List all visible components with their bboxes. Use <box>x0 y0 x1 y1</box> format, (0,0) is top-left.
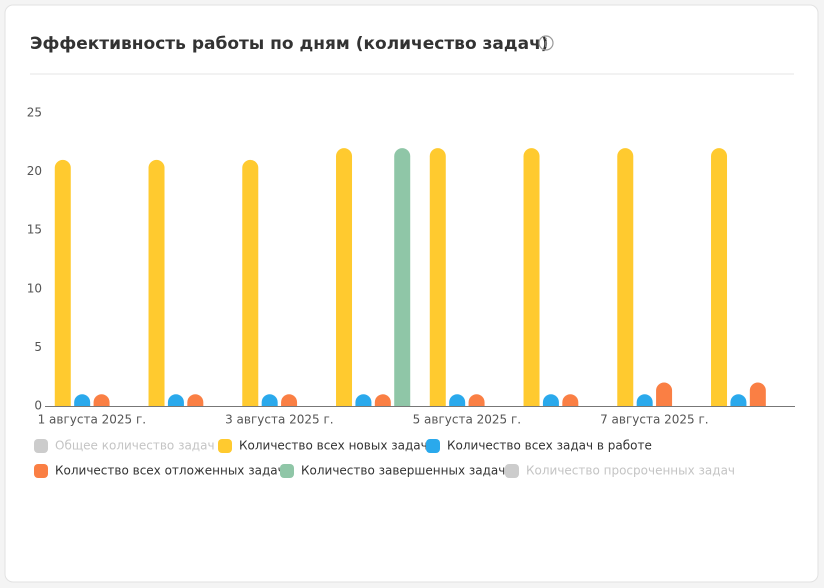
legend-label[interactable]: Количество завершенных задач <box>301 464 505 478</box>
bar <box>449 394 466 406</box>
bar <box>523 148 540 406</box>
bar <box>562 394 579 406</box>
bar <box>636 394 653 406</box>
legend-label[interactable]: Общее количество задач <box>55 439 215 453</box>
bar <box>167 394 184 406</box>
bar <box>542 394 559 406</box>
legend-swatch[interactable] <box>426 439 440 453</box>
bar <box>336 148 353 406</box>
legend-swatch[interactable] <box>34 439 48 453</box>
legend-swatch[interactable] <box>280 464 294 478</box>
legend-label[interactable]: Количество всех задач в работе <box>447 439 652 453</box>
bar <box>187 394 204 406</box>
y-tick-label: 0 <box>34 399 42 413</box>
bar <box>429 148 446 406</box>
card <box>4 4 819 583</box>
bar <box>74 394 91 406</box>
y-tick-label: 5 <box>34 340 42 354</box>
bar <box>394 148 411 406</box>
bar <box>374 394 391 406</box>
legend-swatch[interactable] <box>218 439 232 453</box>
y-tick-label: 25 <box>27 106 42 120</box>
legend-swatch[interactable] <box>505 464 519 478</box>
chart-title: Эффективность работы по дням (количество… <box>30 34 549 54</box>
bar <box>54 159 71 406</box>
bar <box>711 148 728 406</box>
x-tick-label: 5 августа 2025 г. <box>413 413 522 427</box>
bar <box>749 382 766 406</box>
bar <box>617 148 634 406</box>
info-icon[interactable] <box>538 35 554 51</box>
legend-label[interactable]: Количество всех отложенных задач <box>55 464 285 478</box>
bar <box>355 394 372 406</box>
legend-label[interactable]: Количество всех новых задач <box>239 439 428 453</box>
x-tick-label: 3 августа 2025 г. <box>225 413 334 427</box>
bar <box>93 394 110 406</box>
y-tick-label: 15 <box>27 223 42 237</box>
bar <box>242 159 259 406</box>
legend-label[interactable]: Количество просроченных задач <box>526 464 735 478</box>
bar <box>656 382 673 406</box>
bar <box>730 394 747 406</box>
bar <box>148 159 165 406</box>
x-tick-label: 1 августа 2025 г. <box>38 413 147 427</box>
x-tick-label: 7 августа 2025 г. <box>600 413 709 427</box>
bar <box>281 394 298 406</box>
y-tick-label: 20 <box>27 164 42 178</box>
bar <box>261 394 278 406</box>
y-tick-label: 10 <box>27 281 42 295</box>
bar <box>468 394 485 406</box>
legend-swatch[interactable] <box>34 464 48 478</box>
